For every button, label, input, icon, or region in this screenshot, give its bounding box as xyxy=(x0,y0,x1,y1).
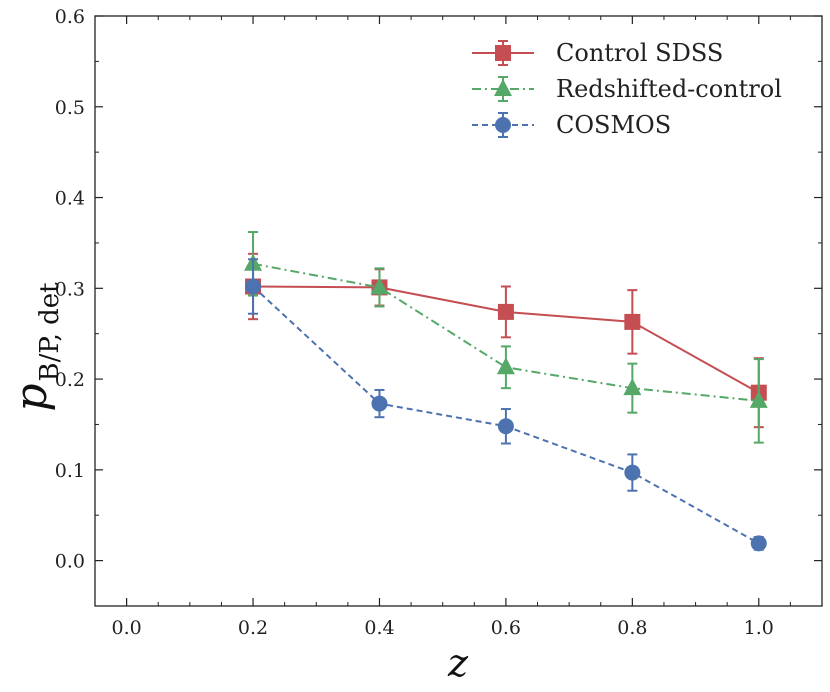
y-axis-label-group: pB/P, det xyxy=(6,282,65,412)
data-point xyxy=(371,395,388,412)
y-tick-label: 0.3 xyxy=(55,278,85,300)
y-tick-label: 0.0 xyxy=(55,551,85,573)
data-point xyxy=(624,313,641,330)
x-tick-label: 1.0 xyxy=(744,617,774,639)
y-tick-label: 0.4 xyxy=(55,188,85,210)
data-point xyxy=(496,357,515,375)
x-tick-label: 0.6 xyxy=(491,617,521,639)
legend-item: Redshifted-control xyxy=(472,75,782,103)
y-tick-label: 0.5 xyxy=(55,97,85,119)
legend-label: Control SDSS xyxy=(556,39,723,67)
legend-label: Redshifted-control xyxy=(556,75,782,103)
series-control-sdss xyxy=(245,252,767,429)
legend: Control SDSS Redshifted-control COSMOS xyxy=(472,39,782,139)
legend-item: Control SDSS xyxy=(472,39,723,67)
y-axis-label-subscript: B/P, det xyxy=(35,282,65,382)
axis-tick-labels: 0.0 0.2 0.4 0.6 0.8 1.0 0.0 0.1 0.2 0.3 0.4 0.5 0.6 xyxy=(55,6,774,639)
axis-ticks xyxy=(94,15,823,607)
legend-item: COSMOS xyxy=(472,111,671,139)
data-series-layer xyxy=(244,231,768,552)
legend-marker xyxy=(494,79,512,96)
y-tick-label: 0.6 xyxy=(55,6,85,28)
y-axis-label: p xyxy=(6,383,57,411)
x-tick-label: 0.2 xyxy=(238,617,268,639)
series-cosmos xyxy=(245,258,767,552)
data-point xyxy=(497,418,514,435)
data-point xyxy=(245,278,262,295)
svg-text:pB/P, det: pB/P, det xyxy=(6,282,65,412)
data-point xyxy=(624,464,641,481)
data-point xyxy=(623,378,642,396)
data-point xyxy=(497,303,514,320)
x-axis-label: z xyxy=(447,641,469,685)
data-point xyxy=(749,390,768,408)
data-point xyxy=(370,277,389,295)
legend-marker xyxy=(495,117,511,133)
legend-marker xyxy=(495,45,511,61)
plot-frame xyxy=(94,15,823,607)
x-tick-label: 0.0 xyxy=(111,617,141,639)
legend-label: COSMOS xyxy=(556,111,671,139)
x-tick-label: 0.8 xyxy=(617,617,647,639)
y-tick-label: 0.1 xyxy=(55,460,85,482)
y-tick-label: 0.2 xyxy=(55,369,85,391)
x-tick-label: 0.4 xyxy=(364,617,394,639)
data-point xyxy=(750,535,767,552)
